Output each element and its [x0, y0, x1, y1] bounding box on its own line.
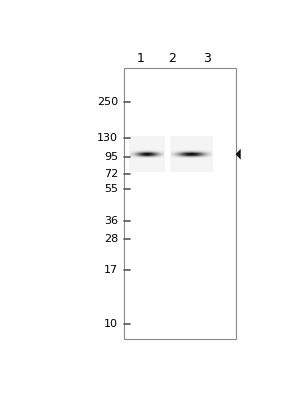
Text: 55: 55 [104, 184, 118, 194]
Text: 1: 1 [137, 52, 145, 65]
Text: 10: 10 [104, 319, 118, 329]
Text: 95: 95 [104, 152, 118, 162]
Text: 36: 36 [104, 216, 118, 226]
Text: 2: 2 [168, 52, 176, 65]
Text: 17: 17 [104, 265, 118, 275]
Text: 130: 130 [97, 134, 118, 144]
Text: 28: 28 [104, 234, 118, 244]
Bar [124, 68, 236, 339]
Text: 3: 3 [204, 52, 211, 65]
Bar [170, 136, 213, 172]
Text: 250: 250 [97, 97, 118, 107]
Bar [129, 136, 166, 172]
Polygon shape [236, 149, 241, 160]
Text: 72: 72 [104, 169, 118, 179]
